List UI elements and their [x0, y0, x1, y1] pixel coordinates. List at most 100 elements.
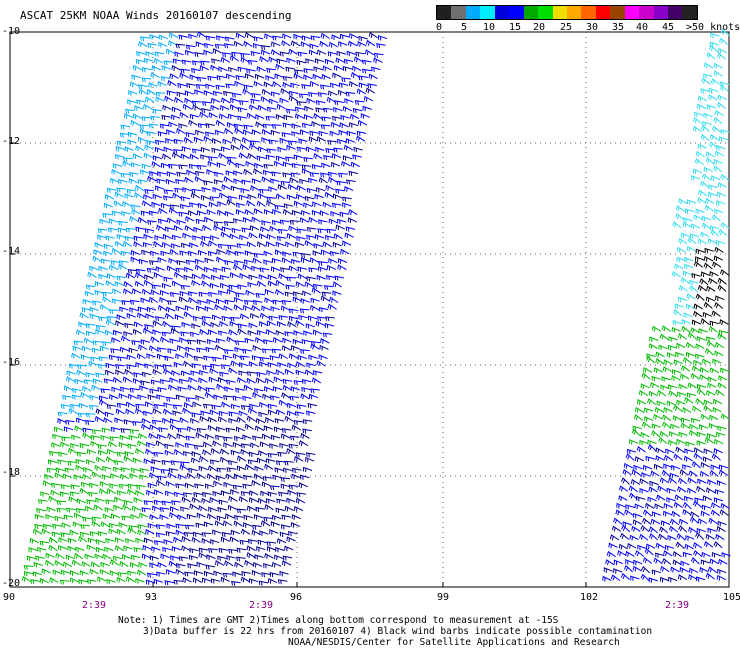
wind-barb	[259, 188, 269, 194]
wind-barb	[640, 573, 650, 582]
wind-barb	[236, 508, 247, 514]
wind-barb	[91, 471, 101, 478]
wind-barb	[308, 177, 318, 183]
wind-barb	[196, 339, 207, 345]
wind-barb	[158, 34, 168, 41]
legend-label: >50 knots	[686, 22, 740, 33]
wind-barb	[261, 348, 272, 354]
wind-barb	[130, 554, 141, 561]
wind-barb	[62, 394, 72, 400]
wind-barb	[133, 235, 143, 241]
wind-barb	[102, 291, 113, 297]
wind-barb	[114, 417, 124, 423]
wind-barb	[184, 266, 194, 273]
wind-barb	[678, 518, 689, 525]
wind-barb	[321, 116, 332, 122]
lon-label: 96	[290, 592, 303, 603]
wind-barb	[175, 178, 185, 185]
wind-barb	[205, 433, 215, 440]
wind-barb	[114, 459, 124, 466]
wind-barb	[147, 42, 157, 48]
wind-barb	[290, 522, 301, 528]
wind-barb	[668, 390, 678, 398]
wind-barb	[135, 577, 145, 584]
wind-barb	[174, 491, 184, 498]
wind-barb	[702, 358, 712, 365]
wind-barb	[260, 96, 270, 103]
wind-barb	[256, 457, 267, 464]
wind-barb	[127, 527, 137, 534]
wind-barb	[118, 263, 128, 270]
wind-barb	[109, 218, 119, 224]
wind-barb	[110, 513, 120, 520]
wind-barb	[237, 66, 247, 72]
wind-barb	[295, 106, 305, 112]
wind-barb	[215, 84, 225, 90]
wind-barb	[105, 499, 115, 505]
wind-barb	[110, 473, 120, 479]
wind-barb	[176, 127, 186, 134]
wind-barb	[277, 184, 287, 190]
wind-barb	[70, 484, 80, 490]
wind-barb	[708, 94, 718, 101]
wind-barb	[229, 536, 239, 543]
wind-barb	[116, 314, 126, 320]
wind-barb	[164, 95, 174, 102]
wind-barb	[132, 153, 143, 160]
wind-barb	[175, 523, 185, 529]
wind-barb	[172, 410, 182, 416]
wind-barb	[92, 300, 102, 306]
wind-barb	[716, 526, 726, 533]
wind-barb	[220, 104, 230, 111]
wind-barb	[263, 259, 273, 265]
wind-barb	[167, 433, 177, 440]
wind-barb	[695, 343, 705, 350]
wind-barb	[236, 547, 247, 553]
wind-barb	[315, 146, 325, 153]
wind-barb	[213, 267, 223, 273]
wind-barb	[117, 490, 127, 496]
wind-barb	[117, 356, 127, 362]
wind-barb	[706, 52, 716, 60]
wind-barb	[66, 370, 76, 376]
wind-barb	[86, 448, 97, 455]
wind-barb	[226, 467, 237, 473]
wind-barb	[160, 553, 170, 560]
wind-barb	[682, 551, 693, 558]
wind-barb	[677, 333, 687, 340]
wind-barb	[153, 578, 163, 585]
wind-barb	[644, 416, 654, 422]
wind-barb	[104, 546, 114, 553]
wind-barb	[663, 454, 674, 462]
wind-barb	[251, 129, 262, 135]
wind-barb	[680, 417, 691, 423]
wind-barb	[155, 96, 165, 103]
wind-barb	[320, 124, 331, 130]
wind-barb	[164, 580, 175, 586]
wind-barb	[201, 235, 211, 241]
wind-barb	[90, 435, 101, 441]
wind-barb	[217, 506, 227, 513]
wind-barb	[215, 434, 225, 440]
wind-barb	[168, 40, 178, 47]
wind-barb	[628, 492, 638, 501]
wind-barb	[79, 487, 89, 495]
wind-barb	[127, 483, 138, 489]
wind-barb	[176, 563, 186, 569]
wind-barb	[228, 418, 238, 424]
wind-barb	[633, 512, 643, 519]
wind-barb	[246, 551, 256, 559]
wind-barb	[648, 533, 658, 541]
wind-barb	[164, 449, 174, 456]
wind-barb	[678, 525, 688, 533]
wind-barb	[254, 425, 265, 432]
wind-barb	[295, 193, 306, 200]
wind-barb	[309, 80, 320, 87]
wind-barb	[295, 452, 306, 458]
wind-barb	[234, 514, 244, 521]
wind-barb	[284, 460, 294, 466]
wind-barb	[263, 208, 274, 215]
wind-barb	[261, 433, 272, 440]
wind-barb	[170, 460, 181, 466]
wind-barb	[115, 369, 125, 376]
